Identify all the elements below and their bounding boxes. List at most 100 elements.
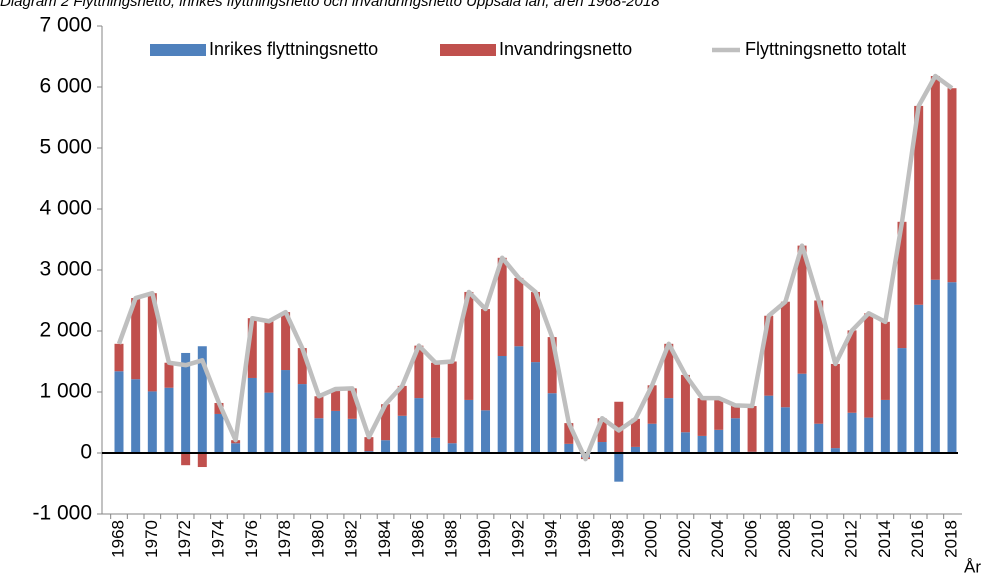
x-tick-label: 1980 — [308, 520, 327, 558]
bar — [214, 413, 224, 453]
bar — [764, 315, 774, 396]
bar — [847, 412, 857, 453]
bar — [114, 343, 124, 372]
bar — [947, 282, 957, 453]
bar — [664, 398, 674, 453]
bar — [664, 343, 674, 399]
bar — [714, 429, 724, 453]
bar — [564, 443, 574, 453]
x-tick-label: 1986 — [408, 520, 427, 558]
y-tick-label: 0 — [80, 441, 92, 464]
bar — [247, 318, 257, 378]
bar — [597, 418, 607, 443]
bar — [447, 443, 457, 453]
bar — [147, 391, 157, 453]
bar — [497, 257, 507, 357]
x-tick-label: 1984 — [375, 520, 394, 558]
x-tick-label: 1982 — [342, 520, 361, 558]
y-tick-label: 6 000 — [39, 75, 92, 98]
x-tick-label: 2008 — [775, 520, 794, 558]
x-tick-label: 1976 — [242, 520, 261, 558]
x-tick-label: 1970 — [142, 520, 161, 558]
bar — [531, 291, 540, 363]
bar — [897, 348, 907, 453]
x-tick-label: 1996 — [575, 520, 594, 558]
x-tick-label: 2006 — [742, 520, 761, 558]
bar — [397, 415, 407, 453]
x-tick-label: 1972 — [175, 520, 194, 558]
x-tick-label: 1992 — [508, 520, 527, 558]
bar — [730, 405, 740, 419]
bar — [381, 404, 391, 441]
x-tick-label: 2012 — [842, 520, 861, 558]
bar — [347, 388, 357, 419]
bar — [697, 435, 707, 453]
x-tick-label: 2018 — [941, 520, 960, 558]
bar — [814, 300, 824, 424]
bar — [830, 363, 840, 449]
bar — [281, 370, 291, 453]
bar — [764, 395, 774, 453]
bar — [914, 304, 924, 453]
bar — [481, 309, 491, 411]
x-tick-label: 2014 — [875, 520, 894, 558]
bar — [314, 418, 324, 453]
bar — [880, 321, 890, 400]
bar — [381, 440, 391, 453]
bar — [514, 277, 524, 347]
bar — [197, 346, 207, 453]
x-tick-label: 2000 — [642, 520, 661, 558]
bar — [131, 298, 141, 380]
y-tick-label: -1 000 — [32, 502, 92, 525]
y-tick-label: 4 000 — [39, 197, 92, 220]
bar — [164, 387, 174, 453]
y-tick-label: 3 000 — [39, 258, 92, 281]
bar — [497, 356, 507, 453]
bar — [930, 76, 940, 280]
bar — [864, 313, 874, 418]
legend-swatch — [150, 44, 206, 56]
bar — [281, 312, 291, 371]
bar — [247, 377, 257, 453]
bar — [197, 453, 207, 468]
bar — [864, 417, 874, 453]
bar — [414, 345, 424, 399]
legend-swatch — [440, 44, 496, 56]
bar — [647, 385, 657, 424]
bar — [897, 221, 907, 349]
bar — [630, 418, 640, 447]
x-axis-label: År — [964, 557, 981, 576]
bar — [947, 88, 957, 283]
x-tick-label: 2010 — [808, 520, 827, 558]
bar — [331, 388, 341, 411]
bar — [297, 384, 307, 453]
bar — [431, 362, 441, 438]
bar — [414, 398, 424, 453]
bar — [830, 448, 840, 453]
bar — [231, 443, 241, 453]
chart-title: Diagram 2 Flyttningsnetto, inrikes flytt… — [0, 0, 660, 10]
x-tick-label: 2004 — [708, 520, 727, 558]
legend-label: Flyttningsnetto totalt — [745, 39, 906, 59]
x-tick-label: 1998 — [608, 520, 627, 558]
x-tick-label: 1990 — [475, 520, 494, 558]
x-tick-label: 1988 — [442, 520, 461, 558]
y-tick-label: 1 000 — [39, 380, 92, 403]
bar — [264, 392, 274, 453]
bar — [164, 362, 174, 388]
bar — [547, 337, 557, 394]
y-tick-label: 2 000 — [39, 319, 92, 342]
bar — [147, 293, 157, 392]
y-tick-label: 7 000 — [39, 14, 92, 37]
bar — [780, 407, 790, 453]
bar — [347, 418, 357, 453]
x-tick-label: 2016 — [908, 520, 927, 558]
legend-label: Invandringsnetto — [499, 39, 632, 59]
bar — [614, 453, 624, 482]
bar — [181, 453, 191, 466]
x-tick-label: 1968 — [108, 520, 127, 558]
total-line — [116, 73, 954, 462]
x-tick-label: 1978 — [275, 520, 294, 558]
bar — [131, 379, 141, 453]
